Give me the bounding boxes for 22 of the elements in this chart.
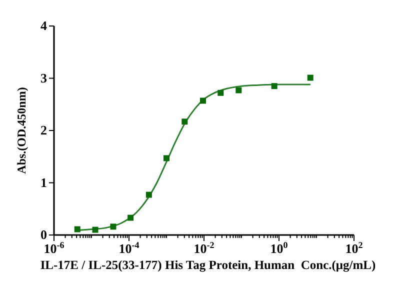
y-axis-title: Abs.(OD.450nm): [14, 87, 28, 174]
y-tick-label: 3: [40, 70, 48, 86]
point: [236, 87, 242, 94]
point: [74, 226, 80, 232]
x-tick-label: 10$^{2}$: [345, 240, 364, 256]
y-tick-label: 2: [40, 122, 47, 138]
x-tick-label: 10$^{0}$: [270, 240, 288, 256]
point: [200, 98, 206, 104]
point: [146, 192, 152, 198]
point: [110, 224, 116, 230]
point: [128, 214, 134, 221]
point: [92, 226, 98, 233]
y-tick-label: 0: [40, 227, 47, 242]
point: [182, 118, 188, 125]
x-tick-label: 10$^{-6}$: [44, 240, 65, 256]
y-tick-label: 1: [40, 174, 47, 190]
x-tick-label: 10$^{-2}$: [194, 240, 215, 256]
y-tick-label: 4: [40, 18, 48, 33]
point: [218, 90, 224, 96]
x-tick-label: 10$^{-4}$: [118, 240, 140, 256]
point: [164, 155, 170, 162]
x-axis-title: IL-17E / IL-25(33-177) His Tag Protein, Human Conc.(μg/mL): [39, 258, 377, 273]
